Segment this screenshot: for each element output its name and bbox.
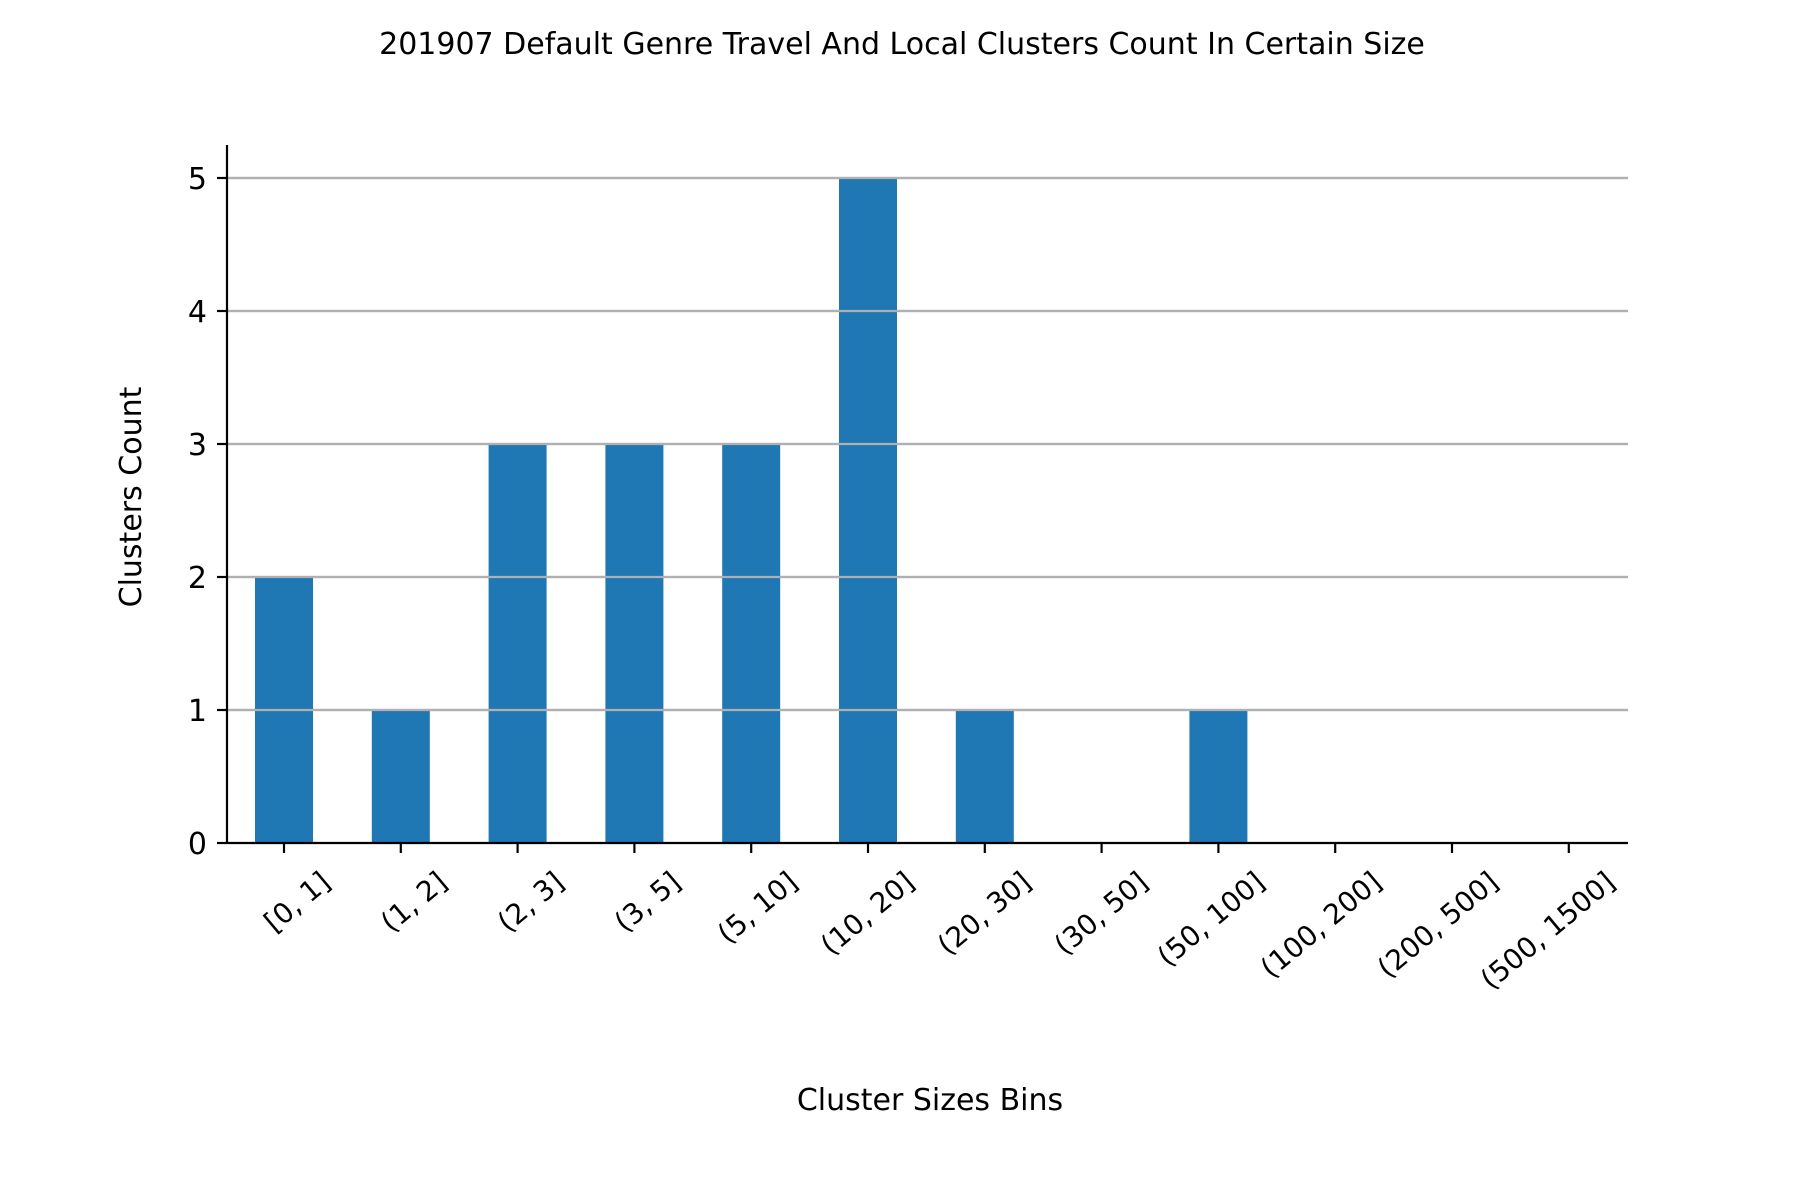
x-tick-label: [0, 1] (258, 865, 337, 939)
bar-4 (722, 444, 781, 843)
y-tick-label: 2 (188, 561, 207, 596)
bar-6 (955, 710, 1014, 843)
bar-2 (488, 444, 547, 843)
x-tick-label: (100, 200] (1254, 865, 1387, 984)
y-tick-label: 3 (188, 428, 207, 463)
bar-5 (839, 178, 897, 843)
x-axis-ticks: [0, 1] (1, 2] (2, 3] (3, 5] (5, 10] (10, 20](… (258, 843, 1621, 996)
x-tick-label: (10, 20] (814, 865, 920, 962)
x-tick-label: (50, 100] (1151, 865, 1271, 973)
y-tick-label: 4 (188, 295, 207, 330)
y-tick-label: 5 (188, 162, 207, 197)
y-tick-label: 1 (188, 694, 207, 729)
bars (227, 176, 1628, 843)
x-tick-label: (20, 30] (931, 865, 1037, 962)
x-tick-label: (30, 50] (1048, 865, 1154, 962)
bar-8 (1189, 710, 1248, 843)
y-axis-label: Clusters Count (114, 386, 149, 607)
axes (225, 145, 1628, 845)
x-tick-label: (3, 5] (608, 865, 687, 939)
y-axis-ticks: 0 1 2 3 4 5 (188, 162, 227, 862)
bar-3 (605, 444, 664, 843)
x-axis-label: Cluster Sizes Bins (797, 1083, 1063, 1118)
x-tick-label: (5, 10] (711, 865, 804, 950)
bar-1 (371, 710, 430, 843)
x-tick-label: (2, 3] (491, 865, 570, 939)
chart-title: 201907 Default Genre Travel And Local Cl… (379, 27, 1425, 62)
y-tick-label: 0 (188, 827, 207, 862)
x-tick-label: (1, 2] (374, 865, 453, 939)
